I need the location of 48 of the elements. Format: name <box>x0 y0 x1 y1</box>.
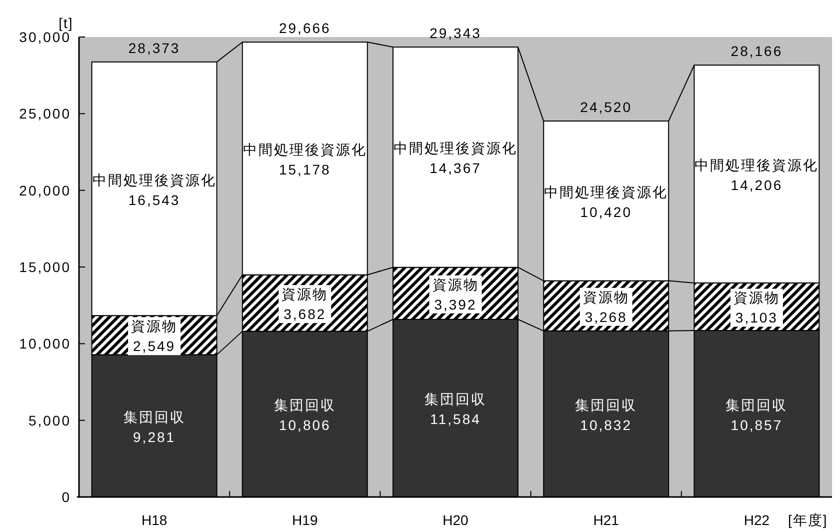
data-label: 9,281 <box>133 428 176 445</box>
y-tick-label: 5,000 <box>28 412 71 428</box>
text: 資源物 <box>733 290 780 306</box>
x-tick-label: H18 <box>141 512 168 528</box>
y-tick-label: 20,000 <box>19 182 71 198</box>
text: 資源物 <box>282 286 328 302</box>
data-label: 3,682 <box>284 306 326 322</box>
text: 集団回収 <box>575 396 638 413</box>
total-label: 28,166 <box>730 43 783 60</box>
y-axis-title: [t] <box>58 15 74 31</box>
text: 資源物 <box>582 288 630 305</box>
data-label: 3,268 <box>584 308 628 325</box>
total-label: 28,373 <box>128 40 180 56</box>
text: 中間処理後資源化 <box>694 157 819 174</box>
data-label: 3,392 <box>434 296 477 312</box>
data-label: 10,806 <box>278 417 331 434</box>
series-label: 中間処理後資源化 <box>92 172 216 188</box>
x-tick-label: H20 <box>442 512 469 528</box>
text: 資源物 <box>432 276 479 292</box>
x-tick-label: H19 <box>292 512 318 528</box>
data-label: 14,367 <box>430 160 482 176</box>
data-label: 2,549 <box>133 338 176 354</box>
data-label: 16,543 <box>128 192 180 208</box>
data-label: 3,103 <box>735 310 778 326</box>
x-tick-label: H22 <box>744 512 770 528</box>
x-tick-label: H21 <box>593 512 620 528</box>
y-tick-label: 0 <box>62 489 71 505</box>
x-axis-title: [年度] <box>788 512 828 528</box>
series-label: 集団回収 <box>274 397 336 414</box>
y-tick-label: 25,000 <box>19 106 71 122</box>
y-tick-label: 15,000 <box>19 259 71 275</box>
total-label: 29,343 <box>430 25 482 42</box>
data-label: 10,420 <box>580 204 632 220</box>
text: 中間処理後資源化 <box>544 184 668 200</box>
text: 中間処理後資源化 <box>394 140 518 156</box>
data-label: 10,832 <box>580 416 632 433</box>
data-label: 15,178 <box>278 161 331 178</box>
text: 集団回収 <box>424 391 486 408</box>
data-label: 11,584 <box>430 411 481 428</box>
total-label: 24,520 <box>580 99 632 116</box>
text: 集団回収 <box>123 408 186 425</box>
data-label: 14,206 <box>730 177 783 194</box>
data-label: 10,857 <box>730 416 783 433</box>
text: 中間処理後資源化 <box>242 141 367 158</box>
total-label: 29,666 <box>278 20 331 36</box>
text: 集団回収 <box>726 396 788 413</box>
series-label: 資源物 <box>131 318 178 334</box>
y-tick-label: 10,000 <box>19 336 71 352</box>
